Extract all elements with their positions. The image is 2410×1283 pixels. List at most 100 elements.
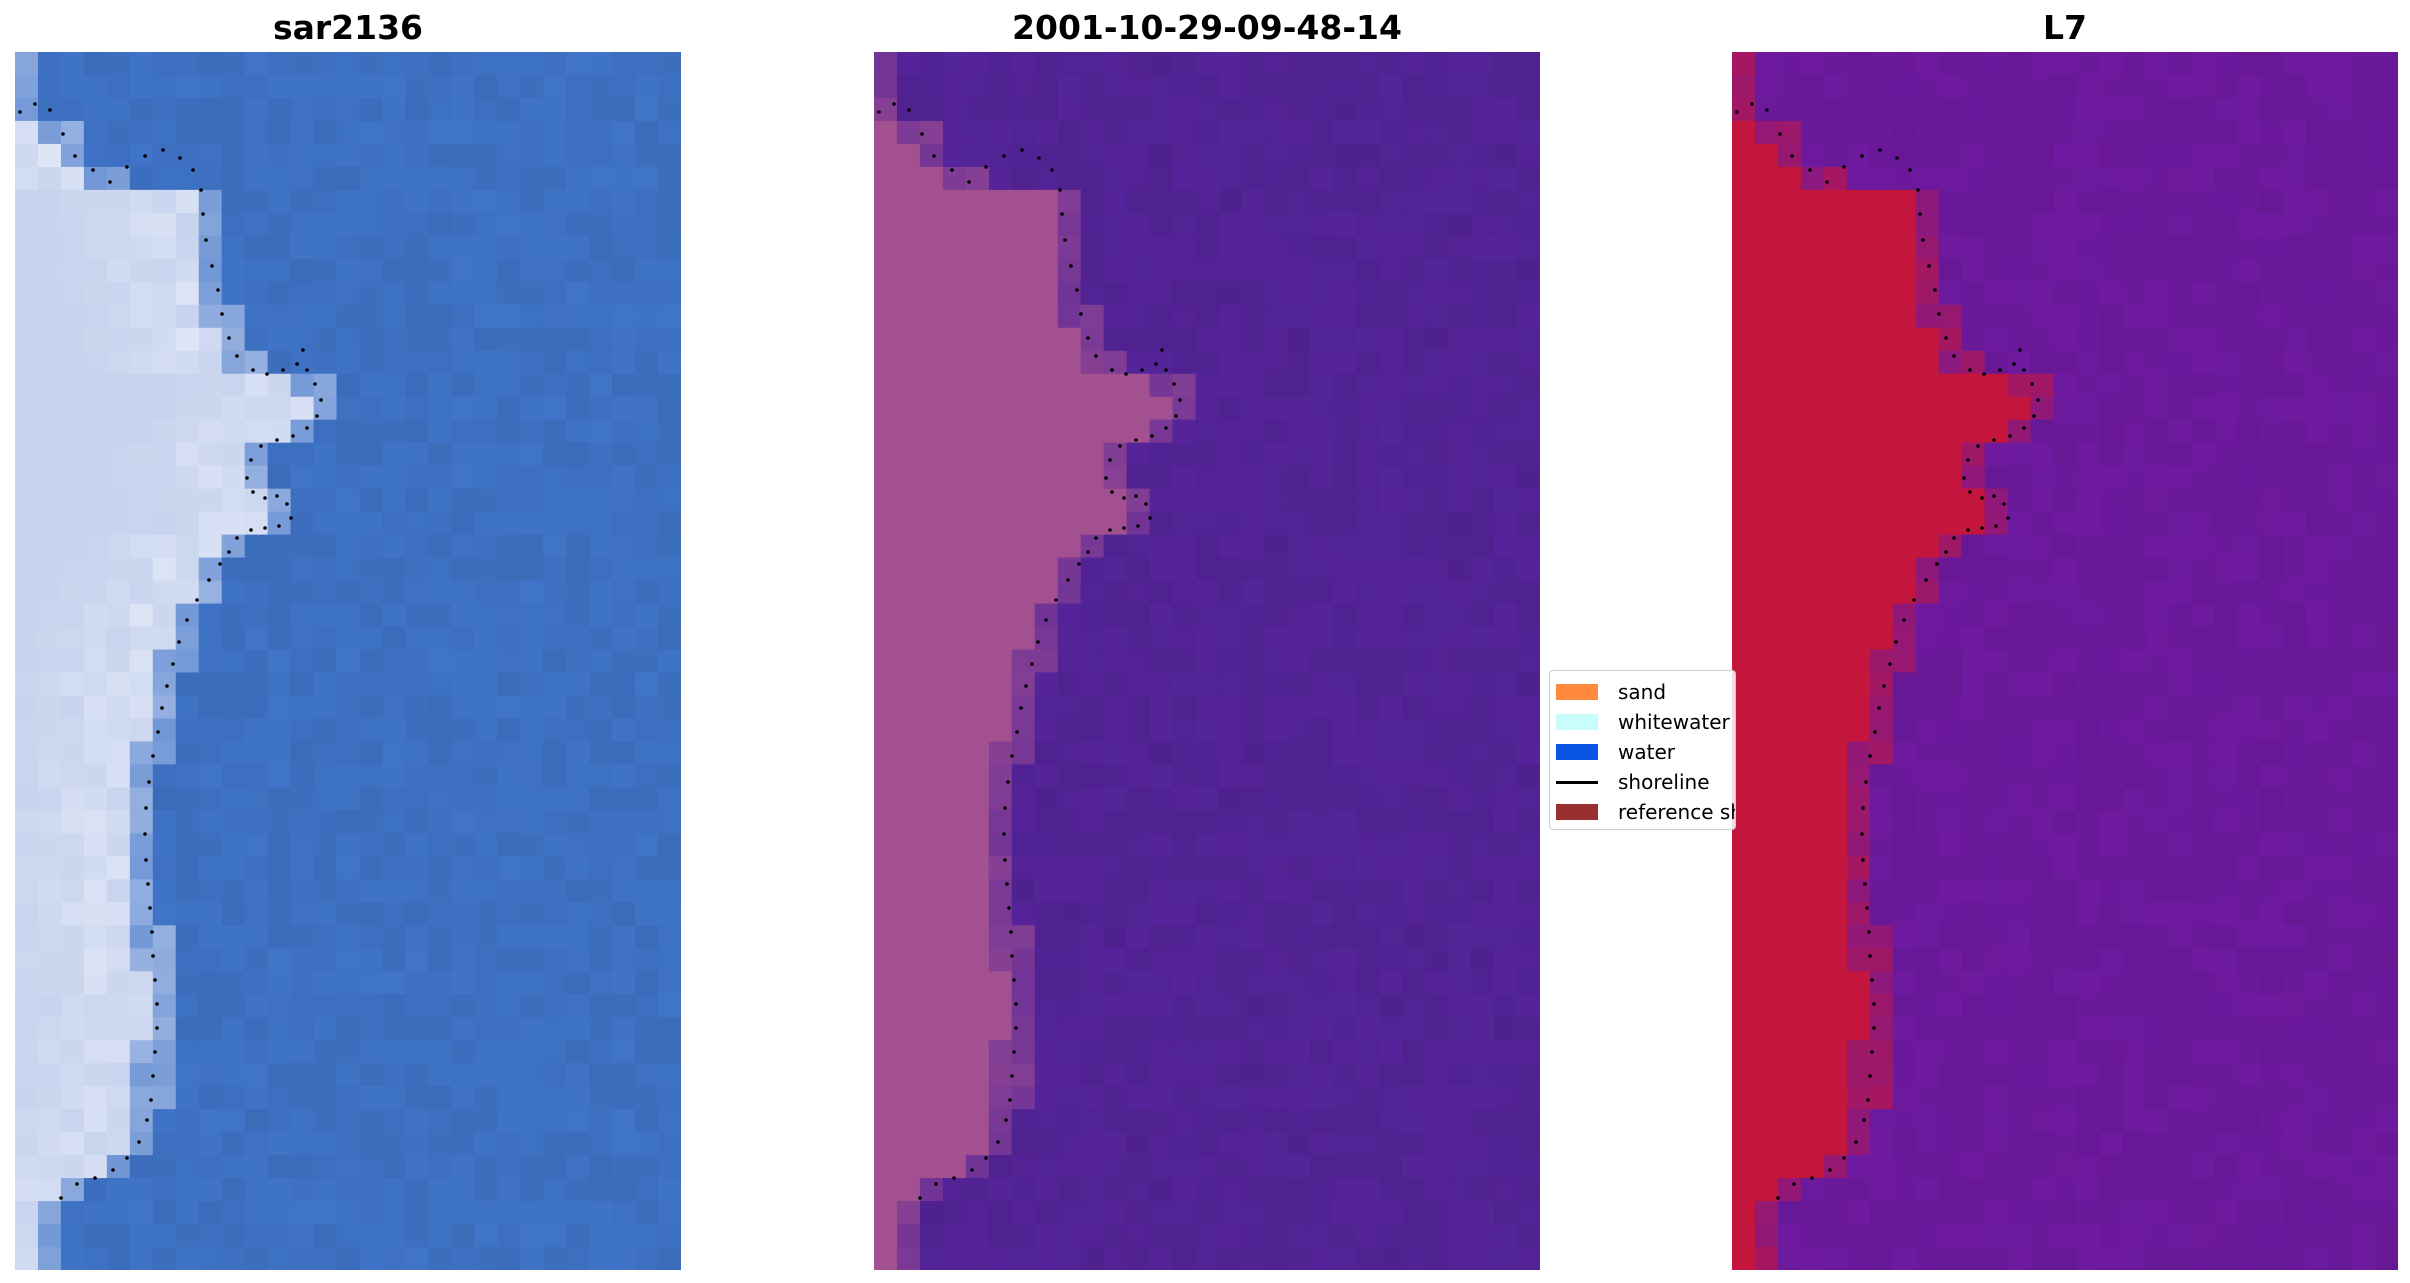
rgb-pixel <box>543 189 567 214</box>
class-pixel <box>919 1017 944 1041</box>
index-pixel <box>2007 948 2032 972</box>
class-pixel <box>1149 212 1174 237</box>
rgb-pixel <box>405 787 429 811</box>
index-pixel <box>2122 350 2146 375</box>
rgb-pixel <box>60 1201 85 1225</box>
rgb-pixel <box>244 971 269 995</box>
class-pixel <box>1080 465 1105 490</box>
rgb-pixel <box>198 626 223 651</box>
index-pixel <box>2007 1201 2032 1225</box>
rgb-pixel <box>589 1201 613 1225</box>
class-pixel <box>1425 879 1449 903</box>
class-pixel <box>1218 373 1243 398</box>
index-pixel <box>2329 787 2353 811</box>
class-pixel <box>1333 488 1357 513</box>
class-pixel <box>1333 1178 1357 1202</box>
class-pixel <box>1103 511 1128 536</box>
rgb-pixel <box>520 465 544 490</box>
class-pixel <box>1310 52 1334 76</box>
rgb-pixel <box>405 649 429 674</box>
class-pixel <box>1034 1017 1059 1041</box>
index-pixel <box>2030 1109 2055 1133</box>
class-pixel <box>1264 925 1288 949</box>
class-pixel <box>1379 52 1403 76</box>
rgb-pixel <box>15 626 39 651</box>
class-pixel <box>1080 258 1105 283</box>
index-pixel <box>2168 741 2192 766</box>
rgb-pixel <box>221 396 246 421</box>
class-pixel <box>1264 741 1288 766</box>
rgb-pixel <box>497 143 521 168</box>
index-pixel <box>1800 143 1825 168</box>
rgb-pixel <box>566 442 590 467</box>
rgb-pixel <box>244 994 269 1018</box>
rgb-pixel <box>428 1086 452 1110</box>
index-pixel <box>1732 258 1756 283</box>
index-pixel <box>1961 580 1986 605</box>
shoreline-point <box>1888 662 1892 666</box>
index-pixel <box>2053 1017 2078 1041</box>
class-pixel <box>1195 994 1220 1018</box>
index-pixel <box>1892 166 1917 191</box>
class-pixel <box>942 994 967 1018</box>
index-pixel <box>2053 350 2078 375</box>
class-pixel <box>1241 1086 1266 1110</box>
rgb-pixel <box>543 741 567 766</box>
class-pixel <box>1241 603 1266 628</box>
shoreline-point <box>305 426 309 430</box>
rgb-pixel <box>15 304 39 329</box>
rgb-pixel <box>106 971 131 995</box>
class-pixel <box>1425 120 1449 145</box>
index-pixel <box>2191 281 2215 306</box>
index-pixel <box>1984 741 2009 766</box>
rgb-pixel <box>497 189 521 214</box>
index-pixel <box>2030 304 2055 329</box>
rgb-pixel <box>658 718 681 743</box>
class-pixel <box>1080 419 1105 444</box>
class-pixel <box>1103 465 1128 490</box>
rgb-pixel <box>15 649 39 674</box>
class-pixel <box>1195 419 1220 444</box>
index-pixel <box>2145 833 2169 857</box>
rgb-pixel <box>635 442 659 467</box>
rgb-pixel <box>267 1132 292 1156</box>
class-pixel <box>1080 948 1105 972</box>
rgb-pixel <box>83 281 108 306</box>
index-pixel <box>1984 1224 2009 1248</box>
index-pixel <box>2329 971 2353 995</box>
shoreline-point <box>1140 368 1144 372</box>
class-pixel <box>1448 74 1472 99</box>
index-pixel <box>1915 327 1940 352</box>
class-pixel <box>1471 1063 1495 1087</box>
index-pixel <box>2007 626 2032 651</box>
class-pixel <box>1057 442 1082 467</box>
rgb-pixel <box>60 465 85 490</box>
rgb-pixel <box>497 1247 521 1270</box>
class-pixel <box>919 281 944 306</box>
rgb-pixel <box>15 741 39 766</box>
class-pixel <box>1517 649 1540 674</box>
index-pixel <box>2122 695 2146 720</box>
rgb-pixel <box>520 1040 544 1064</box>
class-pixel <box>1356 810 1380 834</box>
index-pixel <box>2168 879 2192 903</box>
index-pixel <box>2375 534 2398 559</box>
index-pixel <box>1823 764 1848 788</box>
rgb-pixel <box>359 1017 384 1041</box>
index-pixel <box>2191 626 2215 651</box>
index-pixel <box>1754 718 1779 743</box>
class-pixel <box>1172 419 1197 444</box>
class-pixel <box>1379 396 1403 421</box>
rgb-pixel <box>15 511 39 536</box>
index-pixel <box>2352 189 2376 214</box>
index-pixel <box>2053 1201 2078 1225</box>
class-pixel <box>1218 1017 1243 1041</box>
rgb-pixel <box>152 373 177 398</box>
rgb-pixel <box>198 879 223 903</box>
class-pixel <box>1126 1155 1151 1179</box>
rgb-pixel <box>175 1224 200 1248</box>
index-pixel <box>2329 419 2353 444</box>
rgb-pixel <box>152 143 177 168</box>
rgb-pixel <box>175 442 200 467</box>
rgb-pixel <box>658 1086 681 1110</box>
